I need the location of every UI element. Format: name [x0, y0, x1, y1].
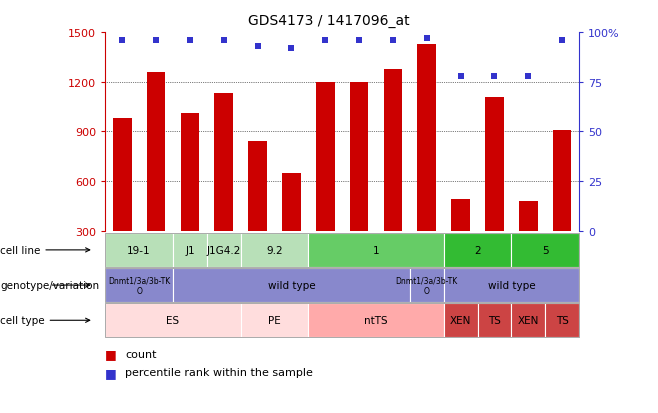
Bar [519, 202, 538, 281]
Text: cell line: cell line [0, 245, 89, 255]
Text: count: count [125, 349, 157, 359]
Point [320, 38, 330, 44]
Bar [384, 69, 402, 281]
Bar [417, 45, 436, 281]
Bar [451, 200, 470, 281]
Text: 2: 2 [474, 245, 481, 255]
Point [489, 74, 499, 80]
Point [218, 38, 229, 44]
Point [455, 74, 466, 80]
Point [185, 38, 195, 44]
Text: wild type: wild type [488, 280, 535, 290]
Text: GDS4173 / 1417096_at: GDS4173 / 1417096_at [248, 14, 410, 28]
Text: Dnmt1/3a/3b-TK
O: Dnmt1/3a/3b-TK O [108, 276, 170, 295]
Text: Dnmt1/3a/3b-TK
O: Dnmt1/3a/3b-TK O [395, 276, 458, 295]
Bar [113, 119, 132, 281]
Text: cell type: cell type [0, 316, 89, 325]
Bar [248, 142, 267, 281]
Text: 9.2: 9.2 [266, 245, 283, 255]
Text: percentile rank within the sample: percentile rank within the sample [125, 368, 313, 377]
Text: genotype/variation: genotype/variation [0, 280, 99, 290]
Text: ■: ■ [105, 366, 117, 379]
Point [151, 38, 161, 44]
Bar [350, 83, 368, 281]
Text: ES: ES [166, 316, 180, 325]
Point [388, 38, 398, 44]
Text: J1: J1 [185, 245, 195, 255]
Point [117, 38, 128, 44]
Bar [316, 83, 334, 281]
Text: 19-1: 19-1 [127, 245, 151, 255]
Text: TS: TS [488, 316, 501, 325]
Bar [180, 114, 199, 281]
Bar [147, 73, 165, 281]
Text: ■: ■ [105, 347, 117, 361]
Point [557, 38, 567, 44]
Bar [485, 97, 504, 281]
Point [523, 74, 534, 80]
Text: 1: 1 [372, 245, 379, 255]
Text: 5: 5 [542, 245, 549, 255]
Bar [553, 131, 571, 281]
Text: PE: PE [268, 316, 281, 325]
Text: XEN: XEN [518, 316, 539, 325]
Text: J1G4.2: J1G4.2 [207, 245, 241, 255]
Point [286, 45, 297, 52]
Text: ntTS: ntTS [364, 316, 388, 325]
Point [252, 44, 263, 50]
Bar [215, 94, 233, 281]
Text: wild type: wild type [268, 280, 315, 290]
Point [422, 36, 432, 42]
Text: XEN: XEN [450, 316, 471, 325]
Bar [282, 173, 301, 281]
Text: TS: TS [556, 316, 569, 325]
Point [354, 38, 365, 44]
